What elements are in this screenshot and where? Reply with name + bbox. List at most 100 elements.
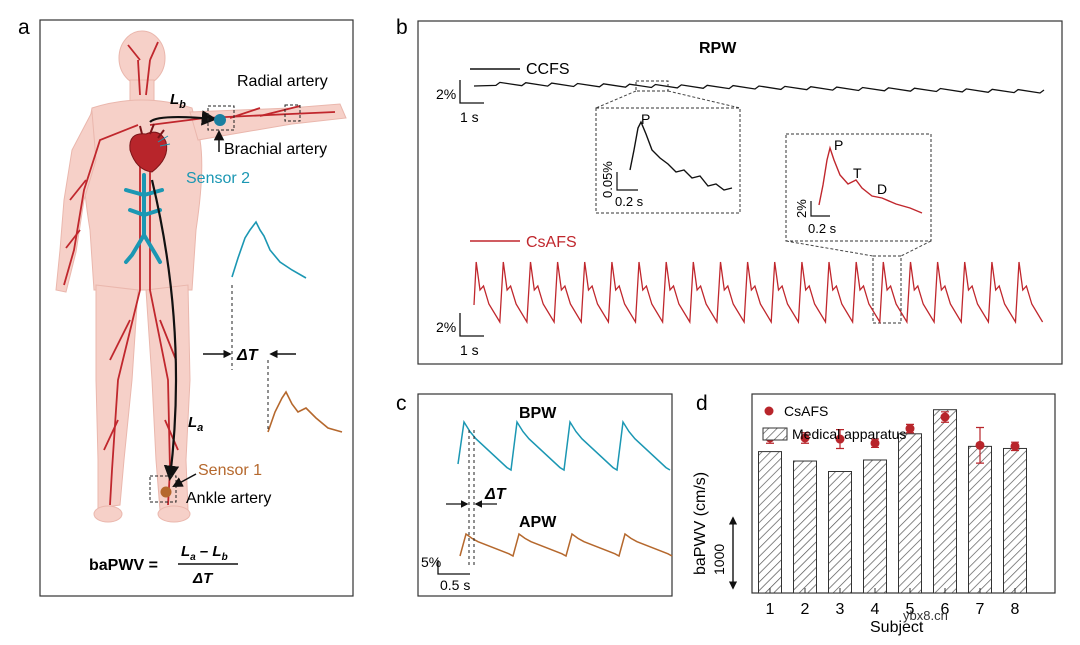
bar-subject-4 [863,459,887,594]
ccfs-scale-x: 1 s [460,109,479,125]
la-label: La [188,414,203,434]
csafs-inset [785,133,932,242]
csafs-inset-scale-bar [810,201,830,217]
ccfs-inset-peak: P [641,111,650,127]
csafs-inset-scale-x: 0.2 s [808,221,837,236]
csafs-zoom-guide-right [900,240,932,257]
ccfs-scale-y: 2% [436,86,456,102]
panel-c-frame [417,393,673,597]
x-tick-label-8: 8 [1011,601,1020,618]
panel-a: a [18,16,354,597]
ccfs-inset-scale-x: 0.2 s [615,194,644,209]
x-tick-label-4: 4 [871,601,880,618]
bar-subject-1 [758,451,782,594]
legend-medical-label: Medical apparatus [792,426,906,442]
ccfs-inset [595,107,741,214]
apw-trace [459,532,673,558]
radial-artery-label: Radial artery [237,73,328,90]
x-tick-label-3: 3 [836,601,845,618]
legend-csafs-label: CsAFS [784,403,828,419]
panel-b-frame [417,20,1063,365]
human-body-illustration [55,30,347,523]
bar-series-medical [758,409,1027,594]
sensor2-marker [214,114,226,126]
x-tick-label-6: 6 [941,601,950,618]
ccfs-inset-scale-bar [616,172,638,191]
bpw-title: BPW [519,405,557,422]
bar-subject-5 [898,433,922,594]
point-subject-3 [835,434,845,444]
delta-t-label: ΔT [236,347,259,364]
csafs-scale-bar [459,313,484,337]
la-path-arrow [150,179,180,482]
sensor2-label: Sensor 2 [186,170,250,187]
panel-a-frame [39,19,354,597]
bar-subject-7 [968,445,992,594]
bar-subject-6 [933,409,957,594]
bar-subject-3 [828,471,852,594]
y-scale-value: 1000 [711,544,727,575]
radial-box [284,104,301,122]
x-tick-label-5: 5 [906,601,915,618]
ccfs-inset-scale-y: 0.05% [600,161,615,198]
ccfs-zoom-guide-left [595,90,637,109]
bapwv-formula: baPWV = La – Lb ΔT [89,543,238,587]
formula-denominator: ΔT [192,570,214,587]
legend-medical-swatch [762,427,788,441]
ccfs-zoom-box [635,80,669,92]
heart-icon [129,123,171,173]
panel-b-label: b [396,16,408,39]
lb-label: Lb [170,91,186,111]
panel-c-label: c [396,392,407,415]
ankle-sensor-box [149,475,177,503]
ccfs-inset-waveform [629,120,733,191]
ankle-waveform [267,390,343,433]
ankle-pointer-arrow [172,473,197,488]
c-scale-bar [437,560,470,575]
csafs-inset-p: P [834,137,843,153]
ccfs-zoom-guide-right [667,90,741,109]
ccfs-trace [473,81,1045,94]
rpw-title: RPW [699,40,737,57]
panel-b: b RPW CCFS 2% 1 s P 0.05% 0.2 s P T D 2%… [396,16,1063,365]
point-subject-7 [975,440,985,450]
vein-network [124,173,164,264]
point-subject-5 [905,424,915,434]
sensor1-label: Sensor 1 [198,462,262,479]
point-subject-6 [940,412,950,422]
point-subject-8 [1010,441,1020,451]
csafs-trace [473,261,1044,325]
formula-lhs: baPWV = [89,557,158,574]
x-tick-label-1: 1 [766,601,775,618]
csafs-inset-waveform [818,145,923,214]
csafs-scale-y: 2% [436,319,456,335]
x-axis-label: Subject [870,619,924,636]
csafs-inset-t: T [853,165,862,181]
panel-d-label: d [696,392,708,415]
c-delta-t-label: ΔT [484,486,507,503]
ankle-artery-label: Ankle artery [186,490,271,507]
point-subject-2 [800,433,810,443]
x-tick-label-2: 2 [801,601,810,618]
csafs-inset-d: D [877,181,887,197]
panel-a-label: a [18,16,30,39]
csafs-zoom-box [872,255,902,324]
brachial-waveform [231,220,307,279]
bar-subject-2 [793,460,817,594]
apw-title: APW [519,514,557,531]
y-axis-label: baPWV (cm/s) [692,472,709,575]
legend-csafs-marker [764,406,774,416]
x-axis-ticks: 1 2 3 4 5 6 7 8 [766,588,1020,618]
csafs-inset-scale-y: 2% [794,199,809,218]
brachial-artery-label: Brachial artery [224,141,327,158]
ccfs-legend-label: CCFS [526,61,570,78]
bar-subject-8 [1003,447,1027,594]
panel-c: c BPW APW ΔT 5% 0.5 s [396,392,673,597]
c-scale-x: 0.5 s [440,577,470,593]
lb-path-arrow [149,110,218,126]
ccfs-scale-bar [459,80,484,104]
sensor1-marker [160,486,172,498]
csafs-scale-x: 1 s [460,342,479,358]
